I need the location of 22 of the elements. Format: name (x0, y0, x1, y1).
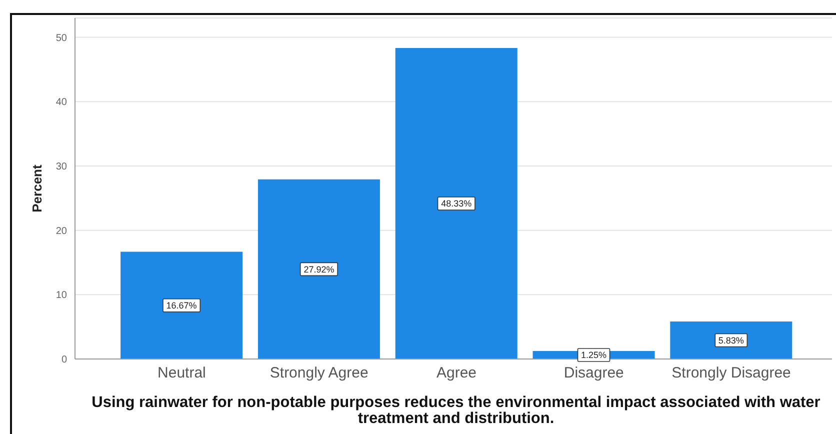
x-tick-label: Strongly Disagree (672, 364, 791, 382)
bar (670, 321, 792, 359)
x-tick-label: Disagree (564, 364, 624, 382)
x-tick-label: Neutral (158, 364, 206, 382)
bar (395, 48, 518, 359)
data-label: 27.92% (304, 264, 334, 274)
y-tick-label: 0 (61, 354, 68, 366)
y-tick-label: 10 (56, 290, 68, 302)
y-tick-label: 50 (56, 32, 68, 44)
x-axis-title: Using rainwater for non-potable purposes reduces the environmental impact associated with water treatment and distribution. (90, 394, 822, 427)
data-label: 16.67% (166, 300, 197, 311)
y-tick-label: 40 (56, 97, 68, 108)
data-label: 1.25% (580, 350, 607, 360)
data-label: 48.33% (441, 198, 472, 209)
y-axis-title: Percent (30, 164, 45, 212)
x-tick-label: Agree (436, 364, 477, 382)
y-tick-label: 20 (56, 226, 68, 237)
data-label: 5.83% (718, 335, 744, 346)
x-tick-label: Strongly Agree (270, 364, 368, 382)
y-tick-label: 30 (56, 162, 68, 173)
bar (120, 252, 243, 359)
bar (258, 179, 380, 359)
